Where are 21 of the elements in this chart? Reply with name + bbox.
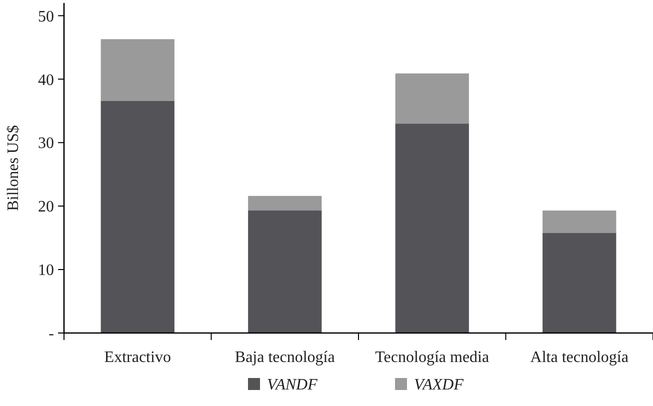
x-tick-label: Alta tecnología: [530, 349, 628, 366]
y-axis-title: Billones US$: [5, 125, 22, 211]
bar: [542, 210, 616, 233]
bar: [542, 232, 616, 333]
y-tick-label: 20: [38, 198, 54, 216]
y-tick-label: -: [48, 326, 54, 343]
bar: [395, 124, 469, 333]
legend-label: VAXDF: [414, 376, 464, 394]
bar: [248, 196, 322, 211]
x-tick-label: Tecnología media: [375, 349, 490, 366]
bar: [395, 73, 469, 124]
bar: [100, 39, 174, 101]
y-tick-label: 40: [38, 72, 54, 89]
legend-label: VANDF: [267, 376, 318, 394]
x-tick-label: Baja tecnología: [234, 349, 335, 366]
y-tick-label: 50: [38, 8, 54, 26]
x-tick-label: Extractivo: [104, 349, 171, 366]
y-tick-label: 10: [38, 262, 54, 280]
y-tick-label: 30: [38, 135, 54, 152]
bar: [100, 100, 174, 333]
bar: [248, 210, 322, 333]
